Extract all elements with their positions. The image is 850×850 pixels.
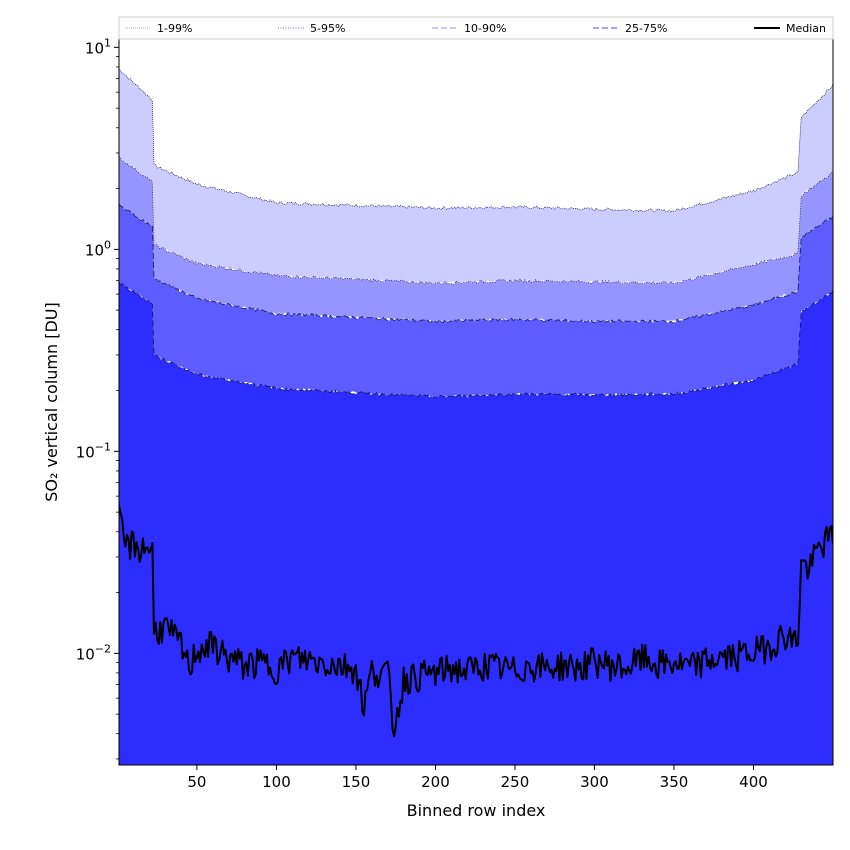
band-5-95%-area xyxy=(119,156,833,323)
x-tick-label: 250 xyxy=(501,773,530,791)
x-tick-label: 50 xyxy=(187,773,206,791)
x-tick-label: 200 xyxy=(421,773,450,791)
x-tick-label: 350 xyxy=(660,773,689,791)
band-25-75%-edge xyxy=(119,282,833,399)
y-tick-label: 101 xyxy=(85,36,111,57)
band-5-95%-edge xyxy=(119,155,833,285)
percentile-bands xyxy=(119,68,833,765)
legend-label: 10-90% xyxy=(464,22,506,35)
x-axis: 50 100 150 200 250 300 350 400 xyxy=(187,765,768,791)
y-tick-label: 100 xyxy=(85,238,111,259)
median-layer xyxy=(119,505,833,738)
median-line xyxy=(119,505,833,738)
y-tick-label: 10−2 xyxy=(76,642,111,663)
band-10-90%-edge xyxy=(119,203,833,324)
y-axis: 10−2 10−1 100 101 xyxy=(76,36,119,760)
band-25-75%-area xyxy=(119,282,833,765)
x-tick-label: 300 xyxy=(580,773,609,791)
legend-label: Median xyxy=(786,22,826,35)
legend-box xyxy=(118,16,834,40)
band-1-99%-edge xyxy=(119,68,833,213)
legend-label: 25-75% xyxy=(625,22,667,35)
legend: 1-99% 5-95% 10-90% 25-75% Median xyxy=(118,16,834,40)
x-axis-label: Binned row index xyxy=(407,801,546,820)
x-tick-label: 150 xyxy=(342,773,371,791)
legend-label: 1-99% xyxy=(157,22,192,35)
band-1-99%-area xyxy=(119,69,833,285)
legend-label: 5-95% xyxy=(310,22,345,35)
y-axis-label: SO₂ vertical column [DU] xyxy=(42,302,61,502)
band-10-90%-area xyxy=(119,203,833,399)
x-tick-label: 400 xyxy=(739,773,768,791)
y-tick-label: 10−1 xyxy=(76,440,111,461)
x-tick-label: 100 xyxy=(262,773,291,791)
